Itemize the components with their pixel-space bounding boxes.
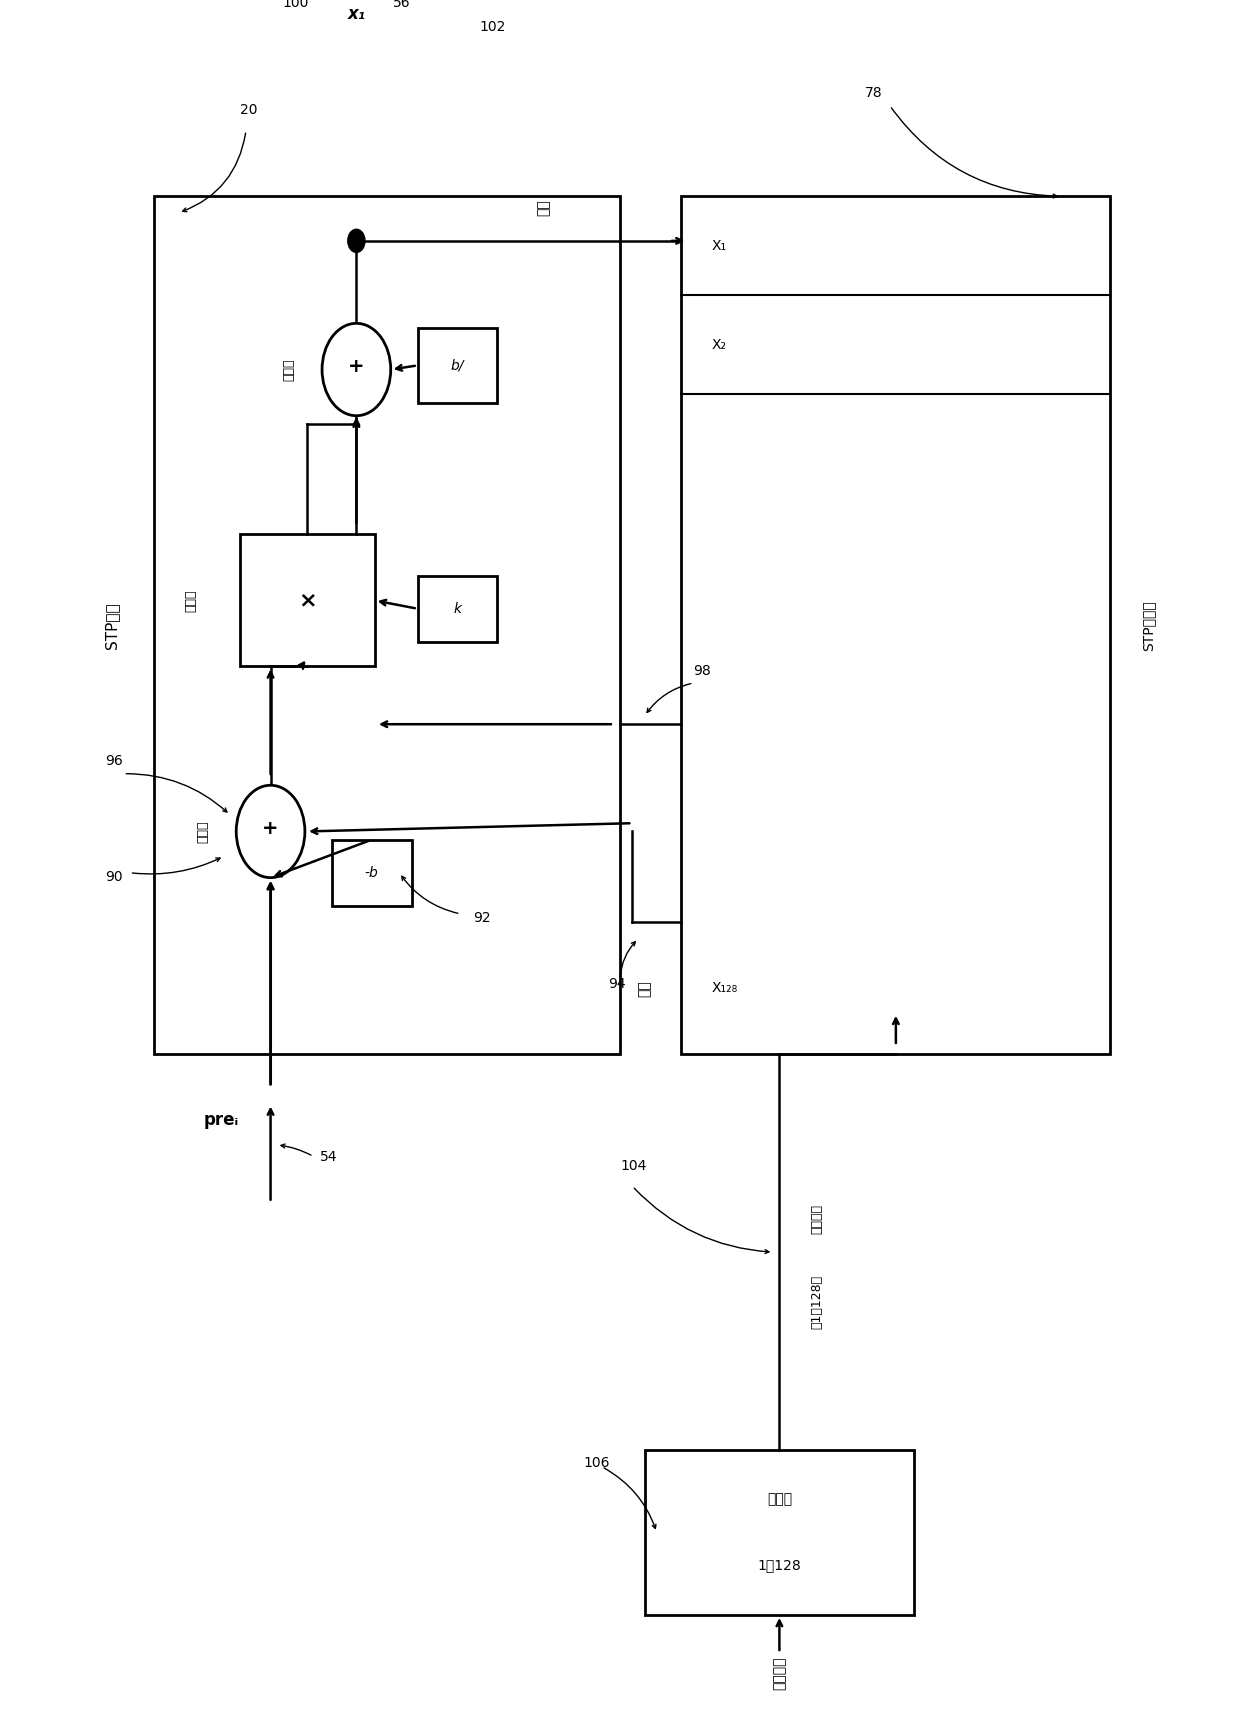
Text: 92: 92 <box>472 910 491 926</box>
Text: X₂: X₂ <box>712 337 727 351</box>
Bar <box>154 196 620 1055</box>
Text: 20: 20 <box>239 103 258 117</box>
Text: STP存储器: STP存储器 <box>1141 601 1156 651</box>
Text: （1至128）: （1至128） <box>810 1275 823 1329</box>
Text: 乘法器: 乘法器 <box>185 589 197 611</box>
Circle shape <box>237 785 305 878</box>
Text: +: + <box>348 356 365 375</box>
Bar <box>418 329 497 403</box>
Text: 98: 98 <box>693 664 712 678</box>
Text: 计数器: 计数器 <box>766 1492 792 1506</box>
Text: k: k <box>454 602 461 616</box>
Text: 加法器: 加法器 <box>283 358 295 380</box>
Text: 1至128: 1至128 <box>758 1559 801 1573</box>
Bar <box>681 196 1111 1055</box>
Text: x₁: x₁ <box>347 5 366 22</box>
Text: 104: 104 <box>620 1158 646 1172</box>
Text: 78: 78 <box>866 86 883 100</box>
Circle shape <box>322 324 391 416</box>
Text: 102: 102 <box>479 21 506 34</box>
Text: STP计算: STP计算 <box>104 602 119 649</box>
Text: X₁: X₁ <box>712 239 727 253</box>
Text: 100: 100 <box>283 0 309 10</box>
Text: ×: × <box>298 590 316 611</box>
Text: 54: 54 <box>320 1150 337 1165</box>
Text: 96: 96 <box>105 754 123 769</box>
Text: 写入: 写入 <box>537 200 551 217</box>
Text: 时隙时钟: 时隙时钟 <box>773 1656 786 1690</box>
Circle shape <box>347 229 365 253</box>
Text: -b: -b <box>365 866 378 879</box>
Bar <box>332 840 412 905</box>
Text: 94: 94 <box>608 978 625 991</box>
Text: 56: 56 <box>393 0 410 10</box>
Text: 加法器: 加法器 <box>197 821 210 843</box>
Text: 90: 90 <box>105 869 123 885</box>
Text: +: + <box>263 819 279 838</box>
Text: preᵢ: preᵢ <box>203 1112 239 1129</box>
Text: 读取: 读取 <box>637 979 651 996</box>
Text: X₁₂₈: X₁₂₈ <box>712 981 738 995</box>
Text: 时隙地址: 时隙地址 <box>810 1205 823 1234</box>
Bar <box>645 1451 914 1614</box>
Text: 106: 106 <box>583 1456 610 1470</box>
Text: b/: b/ <box>451 358 464 372</box>
Bar <box>239 535 374 666</box>
Bar <box>418 577 497 642</box>
